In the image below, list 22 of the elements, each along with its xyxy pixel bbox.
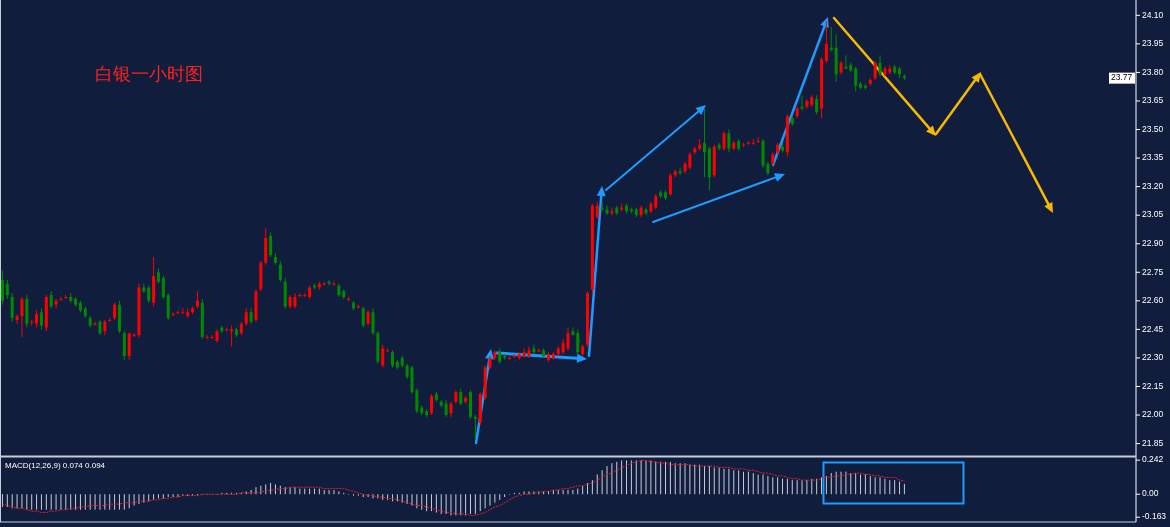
y-tick-label: 24.10: [1142, 9, 1164, 20]
y-tick-label: 0.00: [1142, 488, 1159, 499]
chart-title: MACD(12,26,9) 0.074 0.094: [5, 461, 106, 470]
y-tick-label: 23.65: [1142, 95, 1164, 106]
annotation: 23.77: [1111, 72, 1133, 83]
y-tick-label: 22.45: [1142, 323, 1164, 334]
y-tick-label: 22.30: [1142, 352, 1164, 363]
y-tick-label: 22.75: [1142, 266, 1164, 277]
y-tick-label: 21.85: [1142, 437, 1164, 448]
text: 白银一小时图: [95, 64, 203, 84]
y-tick-label: 23.80: [1142, 66, 1164, 77]
y-tick-label: 0.242: [1142, 454, 1164, 465]
y-tick-label: 23.95: [1142, 38, 1164, 49]
y-tick-label: 22.90: [1142, 237, 1164, 248]
y-tick-label: -0.163: [1142, 511, 1167, 522]
y-tick-label: 23.20: [1142, 180, 1164, 191]
y-tick-label: 22.15: [1142, 380, 1164, 391]
y-tick-label: 23.05: [1142, 209, 1164, 220]
y-tick-label: 22.00: [1142, 409, 1164, 420]
y-tick-label: 23.50: [1142, 123, 1164, 134]
y-tick-label: 22.60: [1142, 295, 1164, 306]
y-tick-label: 23.35: [1142, 152, 1164, 163]
